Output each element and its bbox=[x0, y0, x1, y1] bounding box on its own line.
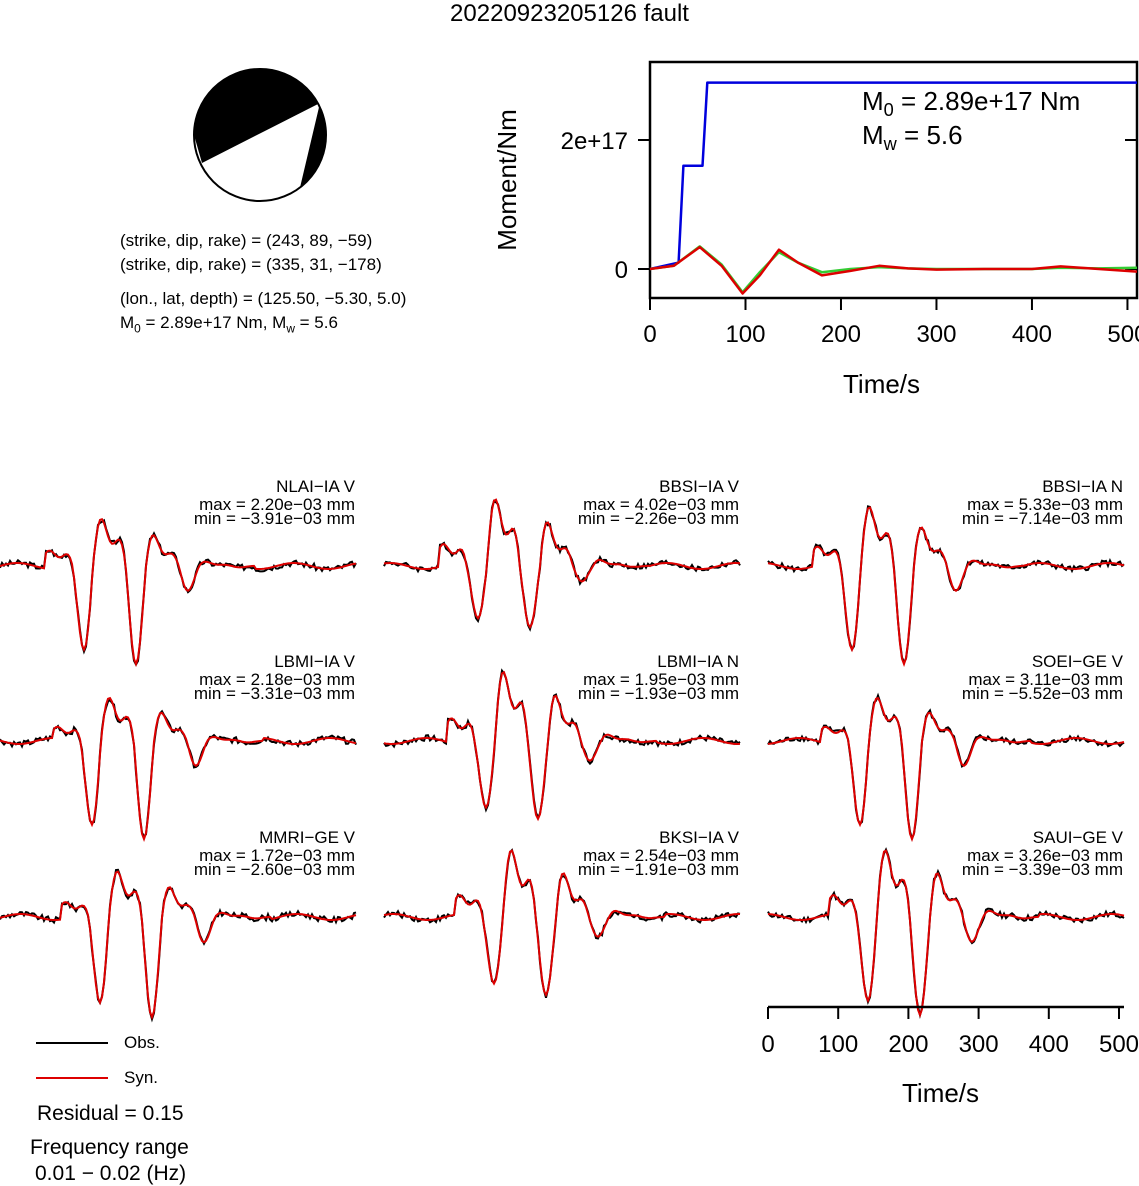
trace-max-label: max = 1.72e−03 mm bbox=[199, 846, 355, 865]
moment-xtick-label: 100 bbox=[725, 321, 765, 348]
trace-min-label: min = −2.60e−03 mm bbox=[193, 860, 355, 879]
moment-xtick-label: 0 bbox=[643, 321, 656, 348]
frequency-label: Frequency range bbox=[30, 1136, 189, 1159]
figure-title: 20220923205126 fault bbox=[450, 0, 689, 27]
trace-max-label: max = 4.02e−03 mm bbox=[583, 495, 739, 514]
moment-axes: 0 100 200 300 400 500 0 2e+17 bbox=[561, 128, 1139, 348]
trace-station-label: BBSI−IA V bbox=[659, 477, 739, 496]
moment-xtick-label: 300 bbox=[916, 321, 956, 348]
trace-station-label: LBMI−IA N bbox=[657, 652, 739, 671]
observed-trace bbox=[0, 698, 357, 838]
wave-xlabel: Time/s bbox=[902, 1078, 980, 1108]
observed-trace bbox=[767, 692, 1125, 842]
m0-annotation: M0 = 2.89e+17 Nm bbox=[862, 86, 1081, 121]
mw-annotation: Mw = 5.6 bbox=[862, 120, 963, 155]
synthetic-trace bbox=[767, 696, 1125, 842]
frequency-value: 0.01 − 0.02 (Hz) bbox=[35, 1162, 187, 1185]
synthetic-trace bbox=[0, 696, 357, 842]
wave-xtick-label: 100 bbox=[818, 1031, 858, 1058]
waveform-panels bbox=[0, 498, 1125, 1023]
trace-max-label: max = 3.26e−03 mm bbox=[967, 846, 1123, 865]
m0-text: = 2.89e+17 Nm, M bbox=[145, 313, 287, 332]
trace-station-label: SAUI−GE V bbox=[1032, 828, 1123, 847]
residual-label: Residual = 0.15 bbox=[37, 1102, 184, 1125]
trace-station-label: SOEI−GE V bbox=[1031, 652, 1123, 671]
moment-series bbox=[649, 81, 1138, 295]
observed-trace bbox=[0, 518, 357, 667]
nodal-plane-1: (strike, dip, rake) = (243, 89, −59) bbox=[120, 231, 373, 250]
wave-xtick-label: 0 bbox=[761, 1031, 774, 1058]
moment-xtick-label: 500 bbox=[1107, 321, 1139, 348]
synthetic-trace bbox=[383, 498, 741, 630]
trace-min-label: min = −5.52e−03 mm bbox=[961, 684, 1123, 703]
moment-magnitude-line: M0 = 2.89e+17 Nm, Mw = 5.6 bbox=[120, 313, 338, 336]
synthetic-trace bbox=[383, 849, 740, 998]
moment-xlabel: Time/s bbox=[843, 369, 921, 399]
mw-text: = 5.6 bbox=[294, 313, 338, 332]
wave-xtick-label: 400 bbox=[1029, 1031, 1069, 1058]
nodal-plane-2: (strike, dip, rake) = (335, 31, −178) bbox=[120, 255, 382, 274]
trace-max-label: max = 2.18e−03 mm bbox=[199, 670, 355, 689]
trace-station-label: BBSI−IA N bbox=[1042, 477, 1123, 496]
moment-xtick-label: 200 bbox=[821, 321, 861, 348]
observed-trace bbox=[0, 868, 357, 1023]
trace-min-label: min = −3.91e−03 mm bbox=[193, 509, 355, 528]
trace-max-label: max = 1.95e−03 mm bbox=[583, 670, 739, 689]
trace-min-label: min = −7.14e−03 mm bbox=[961, 509, 1123, 528]
trace-station-label: LBMI−IA V bbox=[274, 652, 355, 671]
trace-max-label: max = 2.20e−03 mm bbox=[199, 495, 355, 514]
trace-max-label: max = 5.33e−03 mm bbox=[967, 495, 1123, 514]
beach-ball-icon bbox=[193, 68, 327, 202]
observed-trace bbox=[767, 505, 1125, 665]
trace-station-label: MMRI−GE V bbox=[259, 828, 355, 847]
synthetic-trace bbox=[0, 870, 357, 1021]
trace-min-label: min = −1.93e−03 mm bbox=[577, 684, 739, 703]
wave-xtick-label: 200 bbox=[888, 1031, 928, 1058]
synthetic-trace bbox=[767, 849, 1125, 1018]
wave-xtick-label: 500 bbox=[1099, 1031, 1139, 1058]
wave-xtick-label: 300 bbox=[959, 1031, 999, 1058]
trace-min-label: min = −3.31e−03 mm bbox=[193, 684, 355, 703]
synthetic-trace bbox=[383, 670, 741, 822]
moment-series-line bbox=[649, 81, 1137, 271]
location-line: (lon., lat, depth) = (125.50, −5.30, 5.0… bbox=[120, 289, 407, 308]
moment-ytick-label: 2e+17 bbox=[561, 128, 628, 155]
trace-min-label: min = −3.39e−03 mm bbox=[961, 860, 1123, 879]
moment-plot-frame bbox=[648, 60, 1139, 300]
moment-xtick-label: 400 bbox=[1012, 321, 1052, 348]
trace-min-label: min = −2.26e−03 mm bbox=[577, 509, 739, 528]
trace-min-label: min = −1.91e−03 mm bbox=[577, 860, 739, 879]
synthetic-trace bbox=[0, 517, 357, 667]
moment-series-line bbox=[649, 245, 1138, 295]
trace-max-label: max = 2.54e−03 mm bbox=[583, 846, 739, 865]
legend-syn-label: Syn. bbox=[124, 1068, 159, 1087]
moment-ytick-label: 0 bbox=[615, 257, 628, 284]
trace-station-label: NLAI−IA V bbox=[276, 477, 355, 496]
moment-ylabel: Moment/Nm bbox=[492, 109, 522, 251]
trace-max-label: max = 3.11e−03 mm bbox=[968, 670, 1123, 689]
trace-station-label: BKSI−IA V bbox=[659, 828, 739, 847]
legend-obs-label: Obs. bbox=[124, 1033, 160, 1052]
synthetic-trace bbox=[767, 506, 1125, 667]
waveform-time-axis: 0 100 200 300 400 500 bbox=[761, 1005, 1139, 1058]
